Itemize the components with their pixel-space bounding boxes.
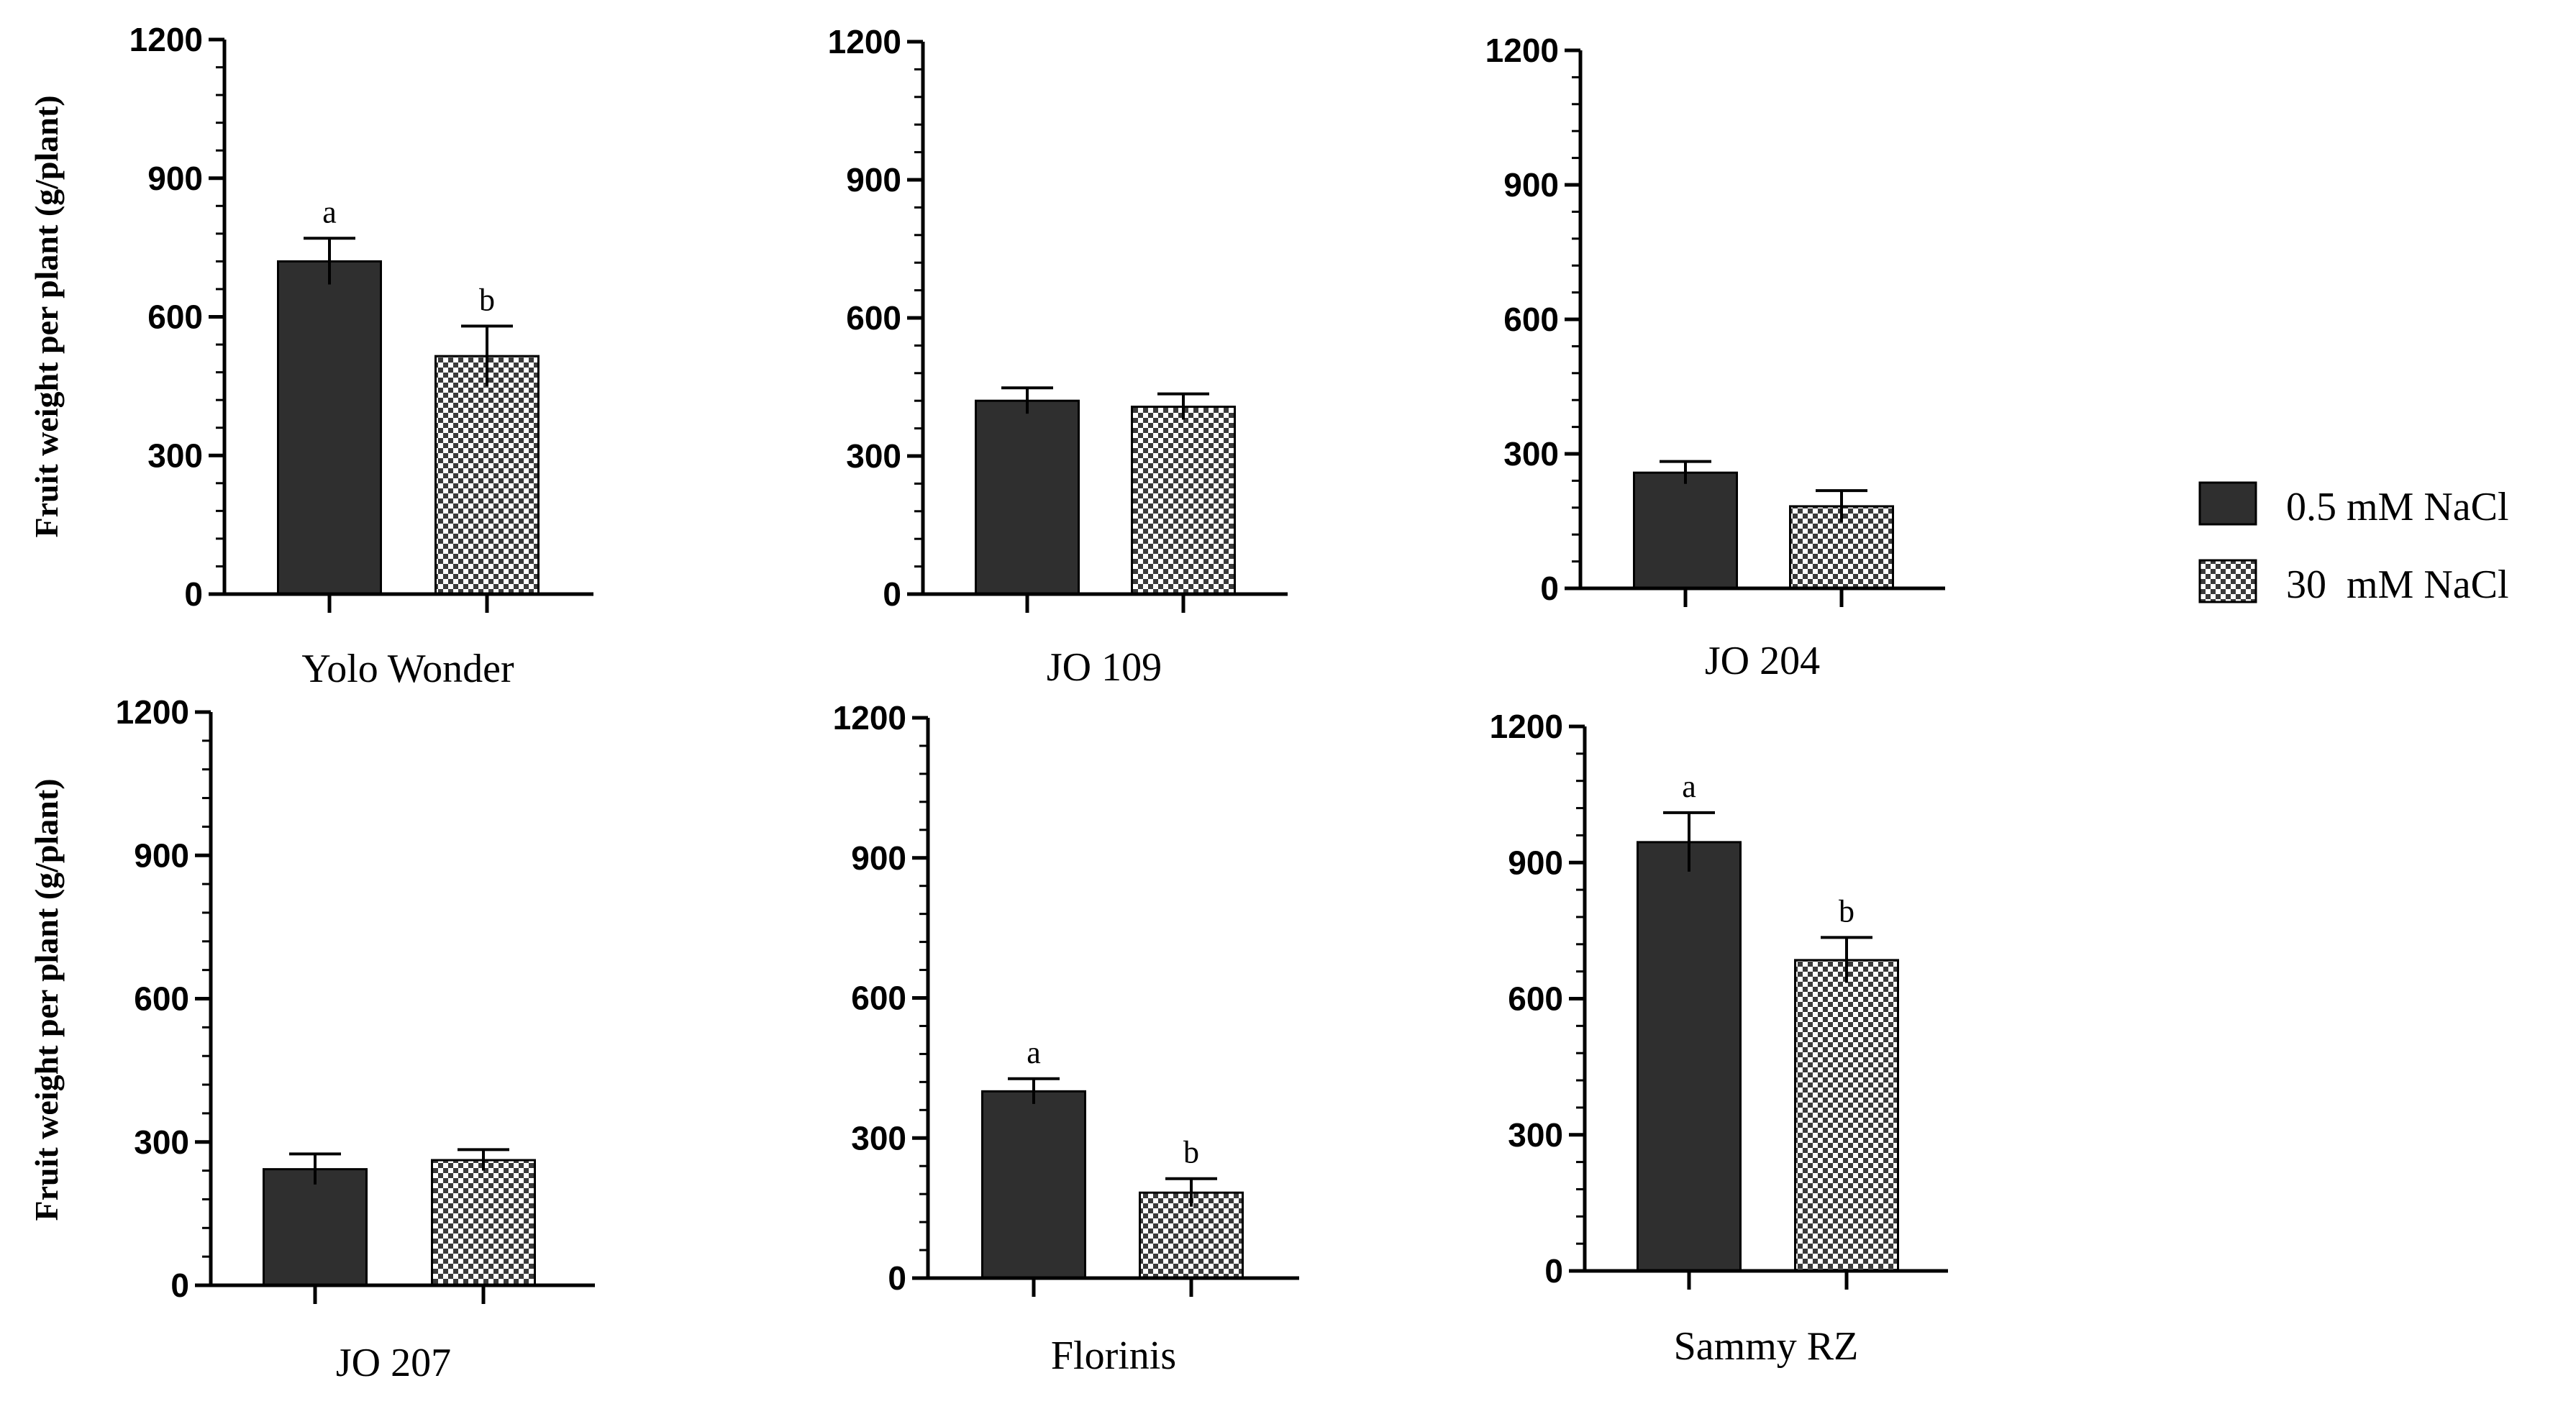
y-axis-label: Fruit weight per plant (g/plant) [28,95,65,537]
y-tick-label: 1200 [1490,708,1563,745]
y-tick-label: 900 [1503,166,1559,204]
category-label: Sammy RZ [1674,1324,1859,1369]
category-label: Yolo Wonder [301,647,514,691]
bar-control [981,1090,1086,1280]
bar-control [1633,471,1738,590]
legend-label-1: 30 mM NaCl [2286,562,2509,607]
y-tick-label: 300 [1508,1116,1563,1154]
significance-label: b [1183,1135,1199,1170]
legend-label-0: 0.5 mM NaCl [2286,485,2509,529]
bar-salt [1794,959,1899,1272]
y-tick-label: 0 [1544,1252,1563,1290]
y-tick-label: 600 [846,299,901,337]
y-tick-label: 900 [147,160,203,197]
bar-control [1637,841,1742,1272]
chart-panel-1: 0 300 600 900 1200 JO 109 [828,23,1288,690]
y-tick-label: 0 [170,1267,189,1304]
chart-panel-4: 0 300 600 900 1200 a b Florinis [833,699,1299,1378]
y-tick-label: 600 [851,980,906,1017]
y-tick-label: 1200 [1485,32,1559,69]
y-axis-label: Fruit weight per plant (g/plant) [28,778,65,1221]
y-tick-label: 1200 [116,693,189,731]
bar-control [277,260,382,596]
legend-swatch-solid [2198,481,2257,526]
y-tick-label: 1200 [833,699,906,737]
bar-salt [431,1159,536,1287]
bar-control [263,1168,368,1287]
y-tick-label: 900 [851,839,906,877]
chart-panel-2: 0 300 600 900 1200 JO 204 [1485,32,1945,683]
significance-label: a [322,194,337,229]
significance-label: a [1682,769,1696,804]
significance-label: b [479,282,495,317]
bar-salt [1131,406,1236,596]
y-tick-label: 0 [184,575,203,613]
significance-label: b [1839,893,1854,929]
y-tick-label: 900 [1508,844,1563,881]
y-tick-label: 0 [888,1259,906,1297]
y-tick-label: 600 [134,980,189,1018]
bar-control [975,399,1080,596]
y-tick-label: 0 [1540,570,1559,607]
y-tick-label: 300 [147,437,203,474]
y-tick-label: 1200 [828,23,901,60]
category-label: JO 204 [1705,639,1820,683]
y-tick-label: 1200 [129,21,203,58]
chart-panel-3: 0 300 600 900 1200 JO 207 Fruit weight per pla… [28,693,595,1385]
y-tick-label: 0 [883,575,901,613]
category-label: JO 109 [1047,645,1162,690]
chart-panels: 0 300 600 900 1200 a b Yolo Wonder Fruit weight … [28,21,1948,1385]
y-tick-label: 600 [147,298,203,336]
y-tick-label: 900 [846,161,901,199]
legend-swatch-checker [2198,559,2257,603]
category-label: JO 207 [336,1341,451,1385]
significance-label: a [1027,1035,1041,1070]
category-label: Florinis [1051,1333,1176,1378]
legend: 0.5 mM NaCl 30 mM NaCl [2198,481,2509,607]
y-tick-label: 900 [134,836,189,874]
y-tick-label: 300 [846,437,901,475]
y-tick-label: 300 [851,1119,906,1157]
y-tick-label: 300 [134,1123,189,1161]
y-tick-label: 300 [1503,435,1559,473]
y-tick-label: 600 [1503,301,1559,338]
chart-panel-0: 0 300 600 900 1200 a b Yolo Wonder Fruit weight … [28,21,593,691]
y-tick-label: 600 [1508,980,1563,1018]
bar-salt [434,355,540,596]
chart-panel-5: 0 300 600 900 1200 a b Sammy RZ [1490,708,1948,1369]
